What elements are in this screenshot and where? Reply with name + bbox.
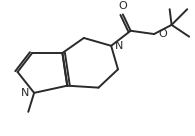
Text: O: O bbox=[119, 1, 127, 11]
Text: O: O bbox=[158, 29, 167, 39]
Text: N: N bbox=[115, 41, 123, 51]
Text: N: N bbox=[21, 88, 29, 98]
